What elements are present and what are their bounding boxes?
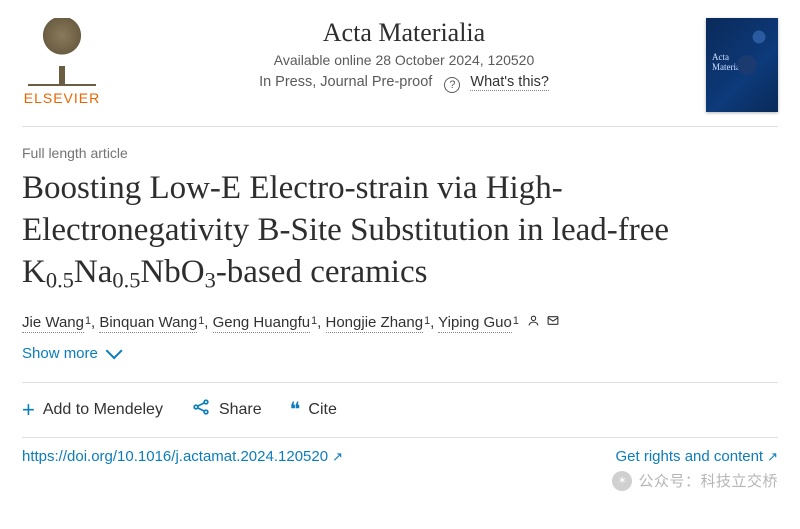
wechat-watermark: ✶ 公众号：科技立交桥: [612, 470, 778, 491]
cite-label: Cite: [308, 401, 336, 419]
article-type-label: Full length article: [22, 145, 778, 161]
mendeley-label: Add to Mendeley: [43, 401, 163, 419]
external-link-icon: ↗: [332, 449, 343, 464]
author-link[interactable]: Geng Huangfu: [213, 314, 311, 333]
title-subscript: 0.5: [46, 268, 74, 293]
author-link[interactable]: Binquan Wang: [99, 314, 197, 333]
watermark-label: 公众号：科技立交桥: [638, 470, 778, 491]
external-link-icon: ↗: [767, 449, 778, 464]
article-header: ELSEVIER Acta Materialia Available onlin…: [22, 18, 778, 127]
rights-link[interactable]: Get rights and content↗: [616, 448, 779, 465]
publisher-name: ELSEVIER: [24, 90, 100, 106]
doi-link[interactable]: https://doi.org/10.1016/j.actamat.2024.1…: [22, 448, 343, 465]
affiliation-marker: 1: [85, 315, 91, 327]
elsevier-tree-icon: [28, 18, 96, 86]
mail-icon: [546, 314, 560, 327]
cite-icon: ❝: [290, 397, 301, 422]
share-icon: [191, 397, 211, 423]
journal-title[interactable]: Acta Materialia: [118, 18, 690, 48]
affiliation-marker: 1: [311, 315, 317, 327]
title-subscript: 3: [205, 268, 216, 293]
title-subscript: 0.5: [112, 268, 140, 293]
affiliation-marker: 1: [424, 315, 430, 327]
journal-cover-thumbnail[interactable]: Acta Materialia: [706, 18, 778, 112]
author-link[interactable]: Yiping Guo: [438, 314, 512, 333]
cover-title: Acta Materialia: [712, 52, 749, 72]
article-actions: + Add to Mendeley Share ❝ Cite: [22, 382, 778, 438]
affiliation-marker: 1: [513, 315, 519, 327]
author-list: Jie Wang1, Binquan Wang1, Geng Huangfu1,…: [22, 314, 778, 331]
chevron-down-icon: [106, 343, 123, 360]
help-icon[interactable]: ?: [444, 77, 460, 93]
wechat-icon: ✶: [612, 471, 632, 491]
author-link[interactable]: Hongjie Zhang: [326, 314, 424, 333]
share-label: Share: [219, 401, 262, 419]
cite-button[interactable]: ❝ Cite: [290, 397, 337, 422]
corresponding-author-icons[interactable]: [527, 314, 560, 331]
share-button[interactable]: Share: [191, 397, 262, 423]
title-fragment: Na: [74, 254, 112, 290]
title-fragment: -based ceramics: [216, 254, 428, 290]
show-more-toggle[interactable]: Show more: [22, 345, 118, 362]
author-link[interactable]: Jie Wang: [22, 314, 84, 333]
journal-meta: Acta Materialia Available online 28 Octo…: [118, 18, 690, 93]
whats-this-link[interactable]: What's this?: [470, 74, 549, 91]
status-line: In Press, Journal Pre-proof ? What's thi…: [118, 74, 690, 93]
show-more-label: Show more: [22, 345, 98, 362]
article-footer: https://doi.org/10.1016/j.actamat.2024.1…: [22, 438, 778, 465]
person-icon: [527, 314, 540, 327]
available-online-line: Available online 28 October 2024, 120520: [118, 52, 690, 68]
article-title: Boosting Low-E Electro-strain via High-E…: [22, 167, 778, 296]
inpress-status: In Press, Journal Pre-proof: [259, 74, 432, 90]
affiliation-marker: 1: [198, 315, 204, 327]
add-to-mendeley-button[interactable]: + Add to Mendeley: [22, 401, 163, 419]
title-fragment: NbO: [140, 254, 204, 290]
publisher-logo[interactable]: ELSEVIER: [22, 18, 102, 106]
